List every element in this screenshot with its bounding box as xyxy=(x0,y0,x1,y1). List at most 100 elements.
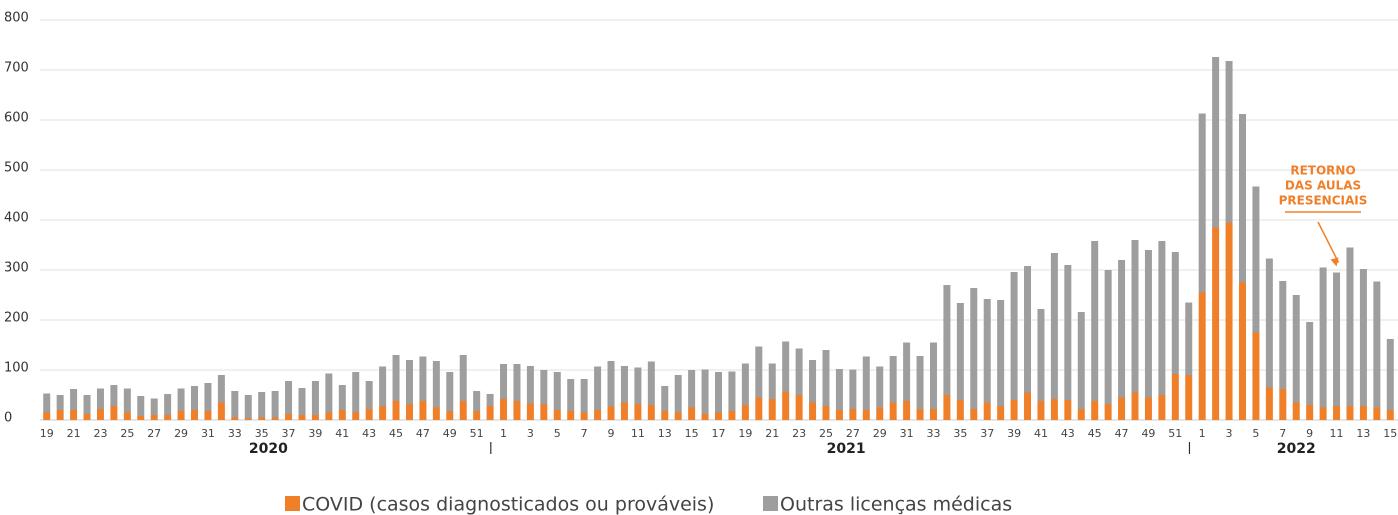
bar-segment xyxy=(217,375,225,403)
bar-segment xyxy=(1118,397,1126,420)
bar-segment xyxy=(822,406,830,420)
x-tick-label: 5 xyxy=(554,427,561,440)
year-label: 2021 xyxy=(827,441,866,457)
bar-segment xyxy=(835,369,843,410)
bar-segment xyxy=(110,385,118,406)
bar-segment xyxy=(741,405,749,420)
bar-segment xyxy=(405,360,413,404)
bar-segment xyxy=(715,412,722,420)
bar-segment xyxy=(929,342,937,409)
bar-segment xyxy=(473,391,481,411)
x-tick-label: 47 xyxy=(1115,427,1129,440)
bar-segment xyxy=(1373,407,1381,420)
bar-segment xyxy=(715,372,722,413)
annotation: RETORNO xyxy=(1290,164,1355,178)
bar-segment xyxy=(1131,240,1139,393)
bar-segment xyxy=(567,411,575,420)
x-tick-label: 21 xyxy=(765,427,779,440)
bar-segment xyxy=(83,414,91,420)
x-tick-label: 41 xyxy=(335,427,349,440)
bar-segment xyxy=(1265,387,1273,420)
x-tick-label: 29 xyxy=(174,427,188,440)
annotation: DAS AULAS xyxy=(1285,179,1361,193)
bar-segment xyxy=(540,370,548,404)
y-tick-label: 0 xyxy=(4,411,12,426)
bar-segment xyxy=(526,366,534,404)
bar-segment xyxy=(500,399,508,420)
annotation-arrow xyxy=(1317,221,1340,263)
bar-segment xyxy=(983,402,991,420)
bar-segment xyxy=(1292,295,1300,403)
bar-segment xyxy=(352,412,360,420)
bar-segment xyxy=(1225,61,1233,223)
bar-segment xyxy=(70,410,78,420)
bar-segment xyxy=(970,409,978,420)
bar-segment xyxy=(1359,406,1367,420)
x-tick-label: 25 xyxy=(120,427,134,440)
bar-segment xyxy=(298,388,306,415)
x-tick-label: 49 xyxy=(443,427,457,440)
bar-segment xyxy=(392,401,400,420)
bar-segment xyxy=(204,411,212,420)
bar-segment xyxy=(338,410,346,420)
bar-segment xyxy=(782,391,790,420)
x-tick-label: 3 xyxy=(1226,427,1233,440)
year-label: 2020 xyxy=(249,441,288,457)
bar-segment xyxy=(647,405,655,420)
bar-segment xyxy=(83,395,91,414)
bar-segment xyxy=(1333,406,1341,420)
bar-segment xyxy=(191,410,199,420)
bar-segment xyxy=(1050,253,1058,399)
bar-segment xyxy=(1252,332,1260,420)
bar-segment xyxy=(755,397,763,420)
x-tick-label: 33 xyxy=(926,427,940,440)
bar-segment xyxy=(795,348,803,395)
bar-segment xyxy=(620,402,628,420)
bar-segment xyxy=(150,415,158,420)
bar-segment xyxy=(1198,113,1206,293)
bar-segment xyxy=(647,361,655,405)
bar-segment xyxy=(1386,410,1394,420)
bar-segment xyxy=(862,356,870,410)
bar-segment xyxy=(661,386,669,411)
x-tick-label: 47 xyxy=(416,427,430,440)
bar-segment xyxy=(110,406,118,420)
bar-segment xyxy=(768,399,776,420)
bar-segment xyxy=(1306,405,1314,420)
x-tick-label: 13 xyxy=(658,427,672,440)
bar-segment xyxy=(1185,375,1193,420)
bar-segment xyxy=(379,406,387,420)
x-tick-label: 31 xyxy=(900,427,914,440)
bar-segment xyxy=(56,395,64,410)
bar-segment xyxy=(1265,258,1273,388)
bar-segment xyxy=(405,404,413,420)
bar-segment xyxy=(1024,266,1032,393)
bar-segment xyxy=(1077,409,1085,420)
bar-segment xyxy=(997,406,1005,420)
bar-segment xyxy=(1198,292,1206,420)
x-tick-label: 45 xyxy=(1088,427,1102,440)
bar-segment xyxy=(1319,407,1327,420)
bar-segment xyxy=(137,396,145,416)
x-tick-label: 35 xyxy=(255,427,269,440)
bar-segment xyxy=(56,410,64,420)
x-tick-label: 43 xyxy=(362,427,376,440)
x-tick-label: 1 xyxy=(1199,427,1206,440)
bar-segment xyxy=(1077,312,1085,409)
x-tick-label: 15 xyxy=(685,427,699,440)
bar-segment xyxy=(432,361,440,408)
x-tick-label: 9 xyxy=(1306,427,1313,440)
bar-segment xyxy=(486,406,494,420)
bar-segment xyxy=(285,414,293,420)
bar-segment xyxy=(594,366,602,410)
bar-segment xyxy=(849,409,857,420)
bar-segment xyxy=(903,401,911,420)
x-tick-label: 11 xyxy=(631,427,645,440)
bar-segment xyxy=(862,410,870,420)
y-tick-label: 400 xyxy=(4,211,29,226)
bar-segment xyxy=(1091,241,1099,401)
x-tick-label: 23 xyxy=(93,427,107,440)
bar-segment xyxy=(365,409,373,420)
annotation-arrowhead xyxy=(1330,257,1339,267)
bar-segment xyxy=(392,355,400,401)
